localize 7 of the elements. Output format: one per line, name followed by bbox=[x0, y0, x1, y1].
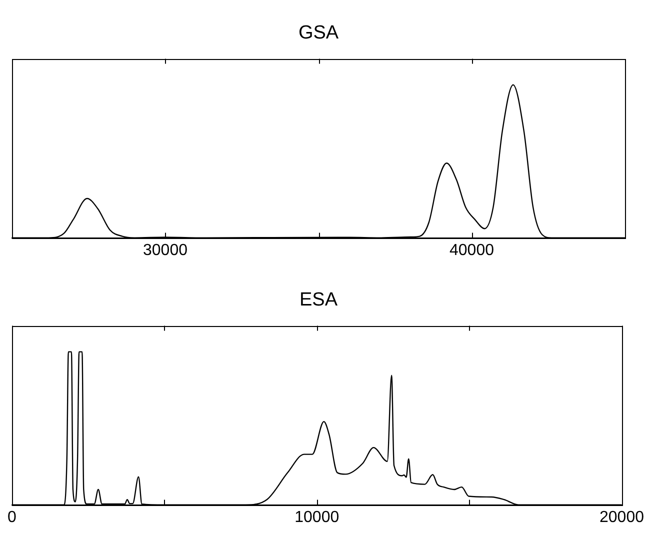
x-tick-label: 40000 bbox=[450, 242, 494, 259]
x-tick-label: 10000 bbox=[294, 508, 340, 526]
x-tick-label: 20000 bbox=[600, 508, 644, 526]
x-tick-label: 0 bbox=[8, 508, 17, 526]
x-tick-label: 30000 bbox=[143, 242, 188, 259]
chart-title: ESA bbox=[299, 290, 338, 311]
chart-title: GSA bbox=[298, 22, 339, 44]
